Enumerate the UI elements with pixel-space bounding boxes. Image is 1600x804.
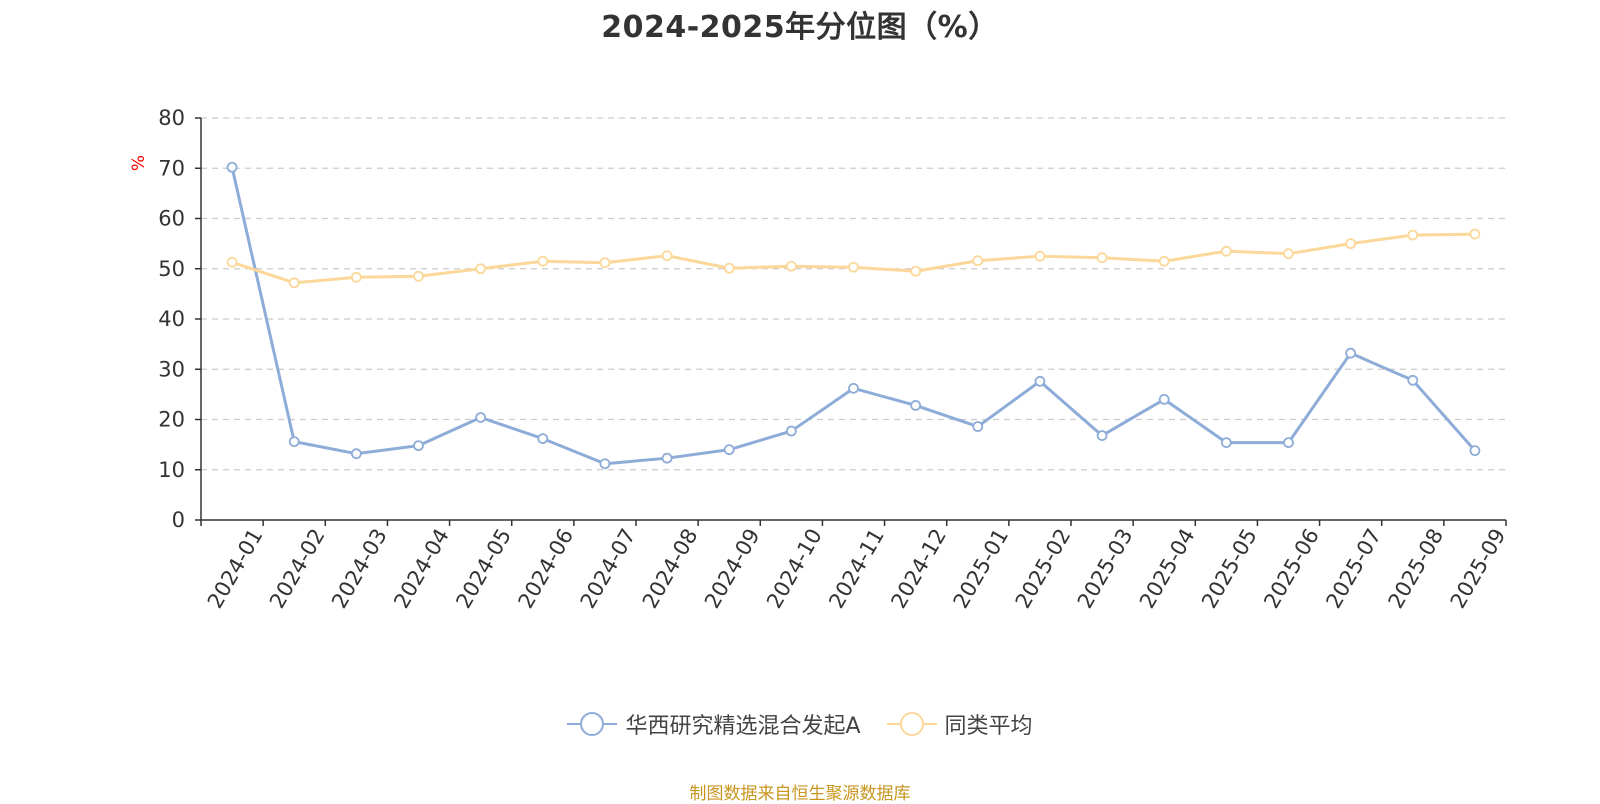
data-point: [350, 271, 362, 283]
data-point: [1220, 437, 1232, 449]
data-point: [1407, 229, 1419, 241]
legend-item-fund[interactable]: 华西研究精选混合发起A: [567, 708, 861, 740]
legend-label-fund: 华西研究精选混合发起A: [625, 714, 861, 739]
data-point: [972, 255, 984, 267]
data-point: [848, 261, 859, 273]
data-point: [1096, 430, 1108, 441]
x-tick-label: 2024-11: [824, 525, 889, 613]
data-point: [599, 458, 611, 470]
data-point: [537, 255, 549, 267]
data-point: [413, 270, 424, 282]
x-tick-label: 2024-07: [576, 525, 641, 613]
data-point: [785, 425, 797, 437]
x-tick-label: 2025-07: [1321, 525, 1386, 613]
data-point: [1034, 375, 1046, 387]
data-point: [1096, 252, 1108, 264]
data-point: [537, 433, 549, 444]
x-tick-label: 2025-05: [1197, 525, 1262, 613]
grid-lines: [201, 117, 1506, 471]
data-point: [1283, 248, 1294, 260]
x-tick-label: 2025-04: [1135, 525, 1200, 613]
data-point: [413, 440, 424, 452]
data-point: [785, 260, 797, 272]
y-tick-label: 50: [158, 257, 185, 281]
data-point: [910, 265, 922, 277]
x-tick-label: 2024-02: [265, 525, 330, 613]
data-point: [1469, 445, 1481, 457]
data-point: [910, 400, 922, 411]
y-tick-label: 80: [158, 106, 185, 130]
x-tick-label: 2025-08: [1384, 525, 1449, 613]
chart-title: 2024-2025年分位图（%）: [601, 10, 999, 45]
x-tick-label: 2024-09: [700, 525, 765, 613]
y-tick-label: 20: [158, 408, 185, 432]
data-point: [1220, 245, 1232, 257]
legend-label-peer-average: 同类平均: [944, 714, 1033, 739]
legend-line-circle-icon: [567, 712, 618, 736]
data-point: [723, 444, 735, 456]
data-point: [661, 250, 673, 262]
source-note: 制图数据来自恒生聚源数据库: [689, 784, 911, 804]
data-point: [1034, 250, 1046, 262]
y-tick-label: 10: [158, 458, 185, 482]
x-tick-label: 2024-01: [203, 525, 268, 613]
data-point: [288, 277, 300, 289]
data-point: [723, 262, 735, 274]
x-tick-label: 2024-08: [638, 525, 703, 613]
legend-item-peer-average[interactable]: 同类平均: [886, 708, 1033, 740]
x-tick-label: 2025-09: [1446, 525, 1511, 613]
legend-line-circle-icon: [886, 712, 937, 736]
legend: 华西研究精选混合发起A 同类平均: [0, 708, 1600, 740]
data-point: [226, 256, 238, 268]
y-axis-unit-label: %: [129, 155, 149, 171]
y-tick-label: 40: [158, 307, 185, 331]
x-tick-label: 2024-04: [389, 525, 454, 613]
x-tick-label: 2024-05: [451, 525, 516, 613]
y-tick-label: 0: [172, 508, 185, 532]
data-point: [350, 448, 362, 460]
y-tick-label: 60: [158, 207, 185, 231]
y-tick-label: 70: [158, 156, 185, 180]
y-tick-label: 30: [158, 357, 185, 381]
series-0: [226, 161, 1481, 470]
data-point: [599, 257, 611, 269]
x-tick-label: 2025-01: [949, 525, 1014, 613]
x-tick-label: 2025-02: [1011, 525, 1076, 613]
x-tick-label: 2024-10: [762, 525, 827, 613]
data-point: [1283, 437, 1294, 449]
x-tick-label: 2024-12: [886, 525, 951, 613]
data-point: [1158, 393, 1170, 405]
data-point: [661, 452, 673, 464]
data-point: [1345, 238, 1357, 250]
series-lines: [226, 161, 1481, 470]
data-point: [475, 412, 487, 423]
data-point: [848, 382, 859, 394]
x-tick-label: 2025-06: [1259, 525, 1324, 613]
x-tick-label: 2025-03: [1073, 525, 1138, 613]
series-1: [226, 228, 1481, 289]
axes: 010203040506070802024-012024-022024-0320…: [158, 106, 1510, 612]
data-point: [226, 161, 238, 173]
data-point: [1469, 228, 1481, 240]
data-point: [475, 263, 487, 275]
x-tick-label: 2024-03: [327, 525, 392, 613]
x-tick-label: 2024-06: [514, 525, 579, 613]
data-point: [1158, 255, 1170, 267]
data-point: [1407, 374, 1419, 386]
data-point: [288, 436, 300, 448]
data-point: [972, 421, 984, 432]
chart-area: 010203040506070802024-012024-022024-0320…: [129, 106, 1510, 612]
data-point: [1345, 347, 1357, 359]
